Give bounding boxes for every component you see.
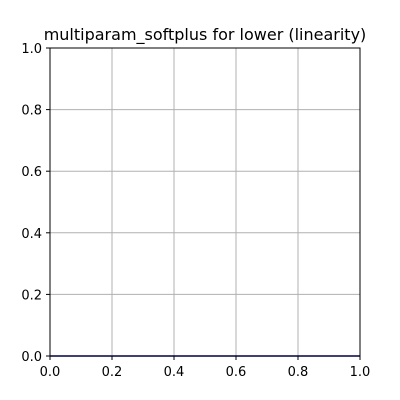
x-tick-label: 0.2 [102,365,123,380]
plot-area [50,48,360,356]
y-tick-label: 1.0 [21,42,42,57]
y-tick-label: 0.0 [21,350,42,365]
grid-lines [49,47,361,357]
x-tick-label: 0.6 [226,365,247,380]
x-tick-label: 1.0 [350,365,371,380]
y-tick-label: 0.2 [21,288,42,303]
y-tick-label: 0.8 [21,104,42,119]
chart-title: multiparam_softplus for lower (linearity… [44,25,367,45]
x-tick-label: 0.0 [40,365,61,380]
x-tick-label: 0.4 [164,365,185,380]
axis-ticks: 0.0 0.2 0.4 0.6 0.8 1.0 0.0 0.2 0.4 0.6 0.8 1.0 [21,42,370,380]
plot-frame [49,47,361,357]
x-tick-label: 0.8 [288,365,309,380]
y-tick-label: 0.6 [21,165,42,180]
y-tick-label: 0.4 [21,227,42,242]
